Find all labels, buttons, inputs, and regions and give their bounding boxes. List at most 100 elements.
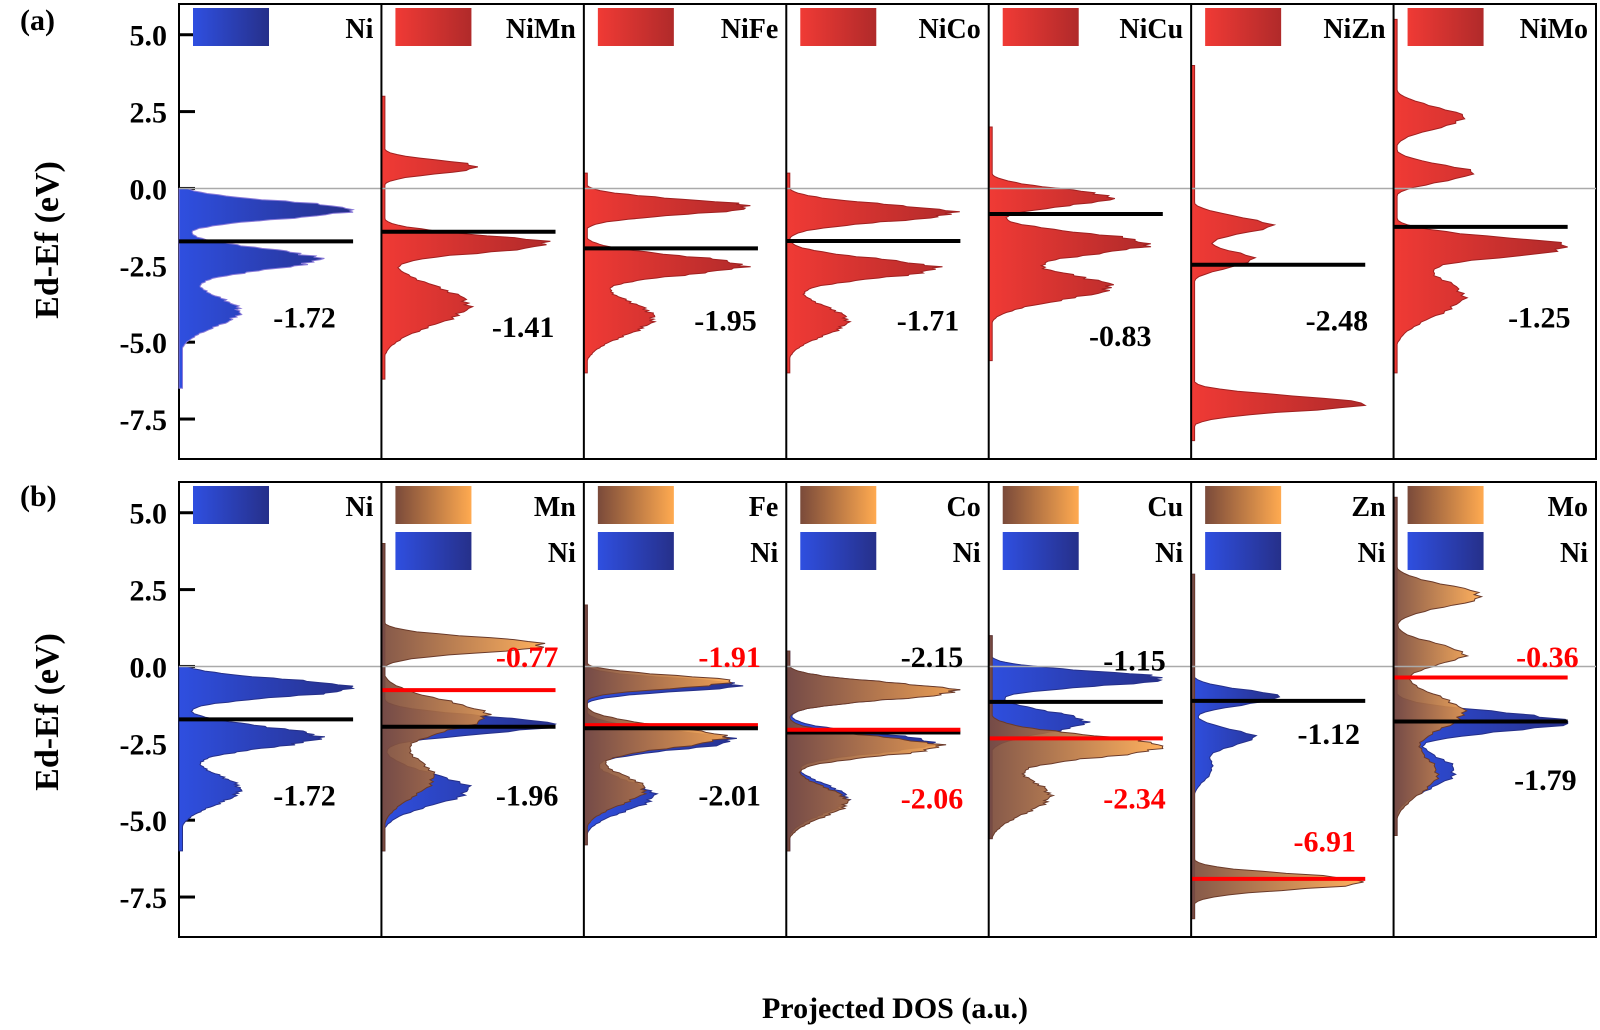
d-band-center-value: -1.95	[694, 305, 757, 338]
subplot-b-5: -1.15 -2.34 Cu Ni	[988, 486, 1192, 840]
subplot-a-4: -1.71 NiCo	[785, 8, 989, 374]
legend-label: Co	[946, 492, 980, 523]
panel-a-label: (a)	[20, 4, 55, 37]
d-band-center-value: -0.83	[1089, 320, 1152, 353]
legend-label: Ni	[345, 14, 373, 45]
legend-swatch	[1205, 532, 1282, 570]
legend-swatch	[193, 486, 269, 524]
d-band-center-value: -2.01	[698, 780, 761, 813]
y-tick-label: -7.5	[120, 882, 168, 915]
d-band-center-value: -1.71	[897, 305, 960, 338]
dos-area	[178, 188, 355, 389]
d-band-center-value: -0.77	[496, 641, 559, 674]
legend-swatch	[1002, 532, 1079, 570]
metal-dos-area	[1393, 496, 1484, 836]
d-band-center-value: -6.91	[1293, 826, 1356, 859]
d-band-center-value: -1.12	[1298, 718, 1361, 751]
legend-swatch	[1407, 532, 1484, 570]
legend-label: Fe	[749, 492, 779, 523]
subplot-a-6: -2.48 NiZn	[1190, 8, 1394, 442]
legend-swatch	[800, 532, 877, 570]
legend-label: NiZn	[1323, 14, 1386, 45]
legend-swatch	[597, 486, 674, 524]
dos-area	[1190, 65, 1367, 442]
d-band-center-value: -2.48	[1306, 305, 1369, 338]
panel-a: 5.02.50.0-2.5-5.0-7.5-1.72Ni-1.41NiMn-1.…	[120, 3, 1597, 460]
d-band-center-value: -1.91	[698, 641, 761, 674]
legend-label: NiMo	[1520, 14, 1588, 45]
y-tick-label: 2.5	[130, 97, 168, 130]
d-band-center-value: -1.72	[273, 302, 336, 335]
metal-dos-area	[380, 543, 546, 852]
d-band-center-value: -1.96	[496, 780, 559, 813]
dos-area	[785, 172, 960, 374]
legend-label: NiCo	[918, 14, 980, 45]
legend-swatch	[597, 8, 674, 46]
d-band-center-value: -0.36	[1516, 641, 1579, 674]
legend-label: Mo	[1548, 492, 1588, 523]
legend-label: Ni	[750, 538, 778, 569]
legend-swatch	[800, 486, 877, 524]
legend-swatch	[1205, 486, 1282, 524]
legend-swatch	[395, 8, 472, 46]
subplot-a-3: -1.95 NiFe	[583, 8, 787, 374]
y-tick-label: 5.0	[130, 20, 168, 53]
panel-b: 5.0 2.5 0.0 -2.5 -5.0 -7.5 -1.72 Ni -0.77 -1.96 Mn…	[120, 481, 1597, 938]
subplot-b-6: -1.12 -6.91 Zn Ni	[1190, 486, 1394, 920]
ni-dos-area	[178, 666, 356, 852]
d-band-center-value: -2.06	[901, 783, 964, 816]
d-band-center-value: -1.72	[273, 780, 336, 813]
legend-label: Zn	[1351, 492, 1386, 523]
dos-area	[1393, 18, 1568, 374]
d-band-center-value: -2.34	[1103, 783, 1166, 816]
metal-dos-area	[785, 650, 961, 852]
legend-swatch	[1407, 8, 1484, 46]
y-tick-label: -5.0	[120, 805, 168, 838]
d-band-center-value: -1.41	[492, 311, 555, 344]
dos-area	[988, 126, 1152, 362]
legend-label: Ni	[345, 492, 373, 523]
legend-label: Ni	[1155, 538, 1183, 569]
d-band-center-value: -1.25	[1508, 302, 1571, 335]
legend-swatch	[597, 532, 674, 570]
y-axis-label-a: Ed-Ef (eV)	[29, 161, 66, 319]
subplot-b-4: -2.15 -2.06 Co Ni	[785, 486, 989, 852]
subplot-a-1: -1.72 Ni	[178, 8, 382, 389]
y-tick-label: 0.0	[130, 173, 168, 206]
legend-label: Ni	[1560, 538, 1588, 569]
legend-swatch	[1002, 486, 1079, 524]
y-tick-label: -2.5	[120, 728, 168, 761]
d-band-center-value: -1.79	[1514, 764, 1577, 797]
legend-label: Ni	[953, 538, 981, 569]
legend-swatch	[800, 8, 877, 46]
legend-swatch	[1002, 8, 1079, 46]
legend-label: Ni	[548, 538, 576, 569]
legend-label: Mn	[534, 492, 576, 523]
y-tick-label: -5.0	[120, 327, 168, 360]
subplot-b-1: -1.72 Ni	[178, 486, 382, 852]
legend-swatch	[395, 532, 472, 570]
subplot-b-7: -0.36 -1.79 Mo Ni	[1393, 486, 1596, 836]
legend-swatch	[1407, 486, 1484, 524]
subplot-b-3: -1.91 -2.01 Fe Ni	[583, 486, 787, 846]
y-tick-label: -2.5	[120, 250, 168, 283]
subplot-a-5: -0.83 NiCu	[988, 8, 1192, 362]
legend-label: NiCu	[1119, 14, 1183, 45]
subplot-b-2: -0.77 -1.96 Mn Ni	[380, 486, 584, 852]
y-tick-label: 2.5	[130, 575, 168, 608]
subplot-a-2: -1.41 NiMn	[380, 8, 584, 380]
legend-swatch	[395, 486, 472, 524]
y-tick-label: 5.0	[130, 498, 168, 531]
x-axis-label: Projected DOS (a.u.)	[762, 992, 1028, 1025]
legend-label: Ni	[1358, 538, 1386, 569]
metal-dos-area	[1190, 573, 1364, 920]
d-band-center-value: -2.15	[901, 641, 964, 674]
dos-area	[380, 95, 551, 380]
y-axis-label-b: Ed-Ef (eV)	[29, 633, 66, 791]
legend-swatch	[1205, 8, 1282, 46]
legend-label: NiMn	[506, 14, 576, 45]
y-tick-label: -7.5	[120, 404, 168, 437]
y-tick-label: 0.0	[130, 651, 168, 684]
legend-label: NiFe	[721, 14, 779, 45]
